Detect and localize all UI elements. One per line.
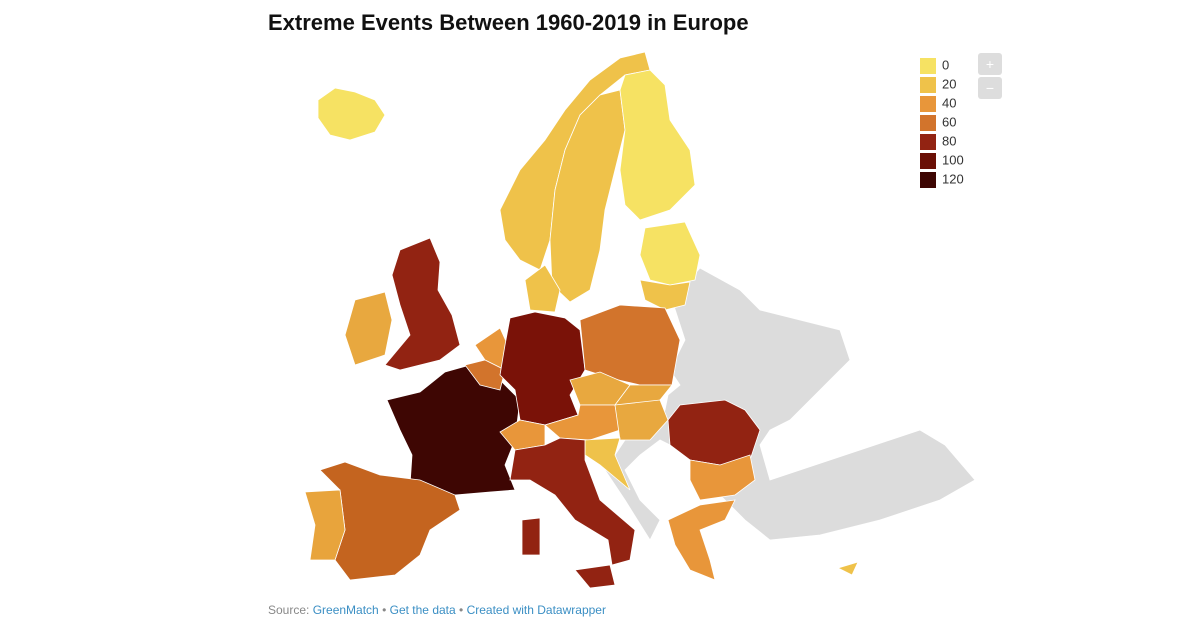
country <box>499 51 651 271</box>
country <box>619 69 696 221</box>
legend-swatch <box>920 134 936 150</box>
country <box>384 237 461 371</box>
country <box>499 419 546 451</box>
country <box>386 364 521 496</box>
legend-swatch <box>920 172 936 188</box>
country <box>521 517 541 556</box>
footer: Source: GreenMatch • Get the data • Crea… <box>268 603 606 617</box>
map: Extreme Events Between 1960-2019 in Euro… <box>268 10 976 589</box>
zoom-in[interactable]: + <box>978 53 1002 75</box>
country <box>614 399 669 441</box>
legend-label: 20 <box>942 76 956 91</box>
country <box>464 359 506 391</box>
country <box>667 499 736 581</box>
countries <box>304 51 976 589</box>
title: Extreme Events Between 1960-2019 in Euro… <box>268 10 749 35</box>
country <box>667 399 761 466</box>
legend-label: 80 <box>942 133 956 148</box>
legend-label: 0 <box>942 57 949 72</box>
country <box>639 279 691 311</box>
source-label: Source: <box>268 603 310 617</box>
legend-swatch <box>920 96 936 112</box>
separator: • <box>382 603 387 617</box>
country <box>344 291 393 366</box>
country <box>509 437 636 566</box>
separator: • <box>459 603 464 617</box>
country <box>304 489 346 561</box>
country <box>574 564 616 589</box>
source-link[interactable]: GreenMatch <box>312 603 379 617</box>
legend-label: 120 <box>942 171 964 186</box>
legend-swatch <box>920 153 936 169</box>
country <box>639 221 701 286</box>
legend-swatch <box>920 77 936 93</box>
country <box>317 87 386 141</box>
legend-swatch <box>920 115 936 131</box>
legend-swatch <box>920 58 936 74</box>
zoom-out[interactable]: − <box>978 77 1002 99</box>
data-link[interactable]: Get the data <box>389 603 456 617</box>
country <box>524 264 561 313</box>
legend-label: 40 <box>942 95 956 110</box>
legend: 0 20 40 60 80 100 120 <box>920 57 964 188</box>
credit-link[interactable]: Created with Datawrapper <box>466 603 606 617</box>
country <box>689 454 756 501</box>
legend-label: 100 <box>942 152 964 167</box>
country <box>836 561 859 576</box>
legend-label: 60 <box>942 114 956 129</box>
